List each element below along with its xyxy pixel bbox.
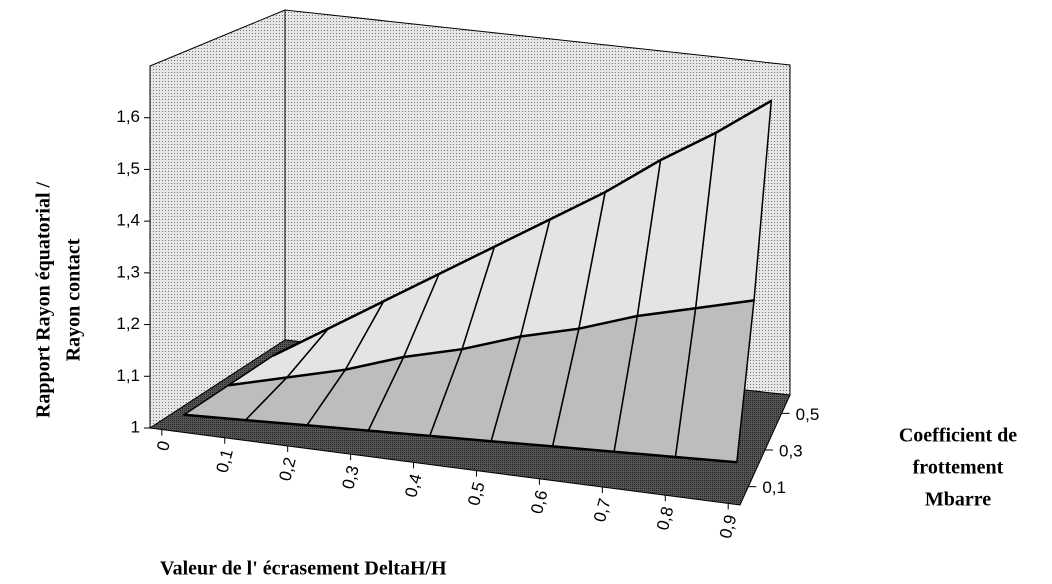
z-tick-label: 1,5	[116, 159, 140, 178]
z-tick-label: 1,2	[116, 314, 140, 333]
depth-tick-label: 0,3	[779, 441, 803, 460]
plot: 1 1,1 1,2 1,3 1,4 1,5 1,6 0,1 0,3 0,5 0 0,1 0,2 0,3 0,…	[33, 9, 1017, 580]
z-axis-title: Rapport Rayon équatorial /	[33, 181, 55, 418]
depth-axis-title: Coefficient de	[899, 425, 1017, 447]
depth-axis-title: frottement	[913, 457, 1004, 479]
series-line	[228, 299, 755, 387]
depth-axis-title: Mbarre	[925, 489, 991, 511]
series-line	[272, 99, 772, 357]
series-line	[183, 413, 737, 464]
x-tick-label: 0,6	[527, 488, 551, 516]
z-tick-label: 1,4	[116, 211, 140, 230]
x-tick-label: 0,9	[716, 513, 740, 541]
z-tick-label: 1,3	[116, 262, 140, 281]
z-tick-label: 1,6	[116, 107, 140, 126]
x-tick-label: 0,7	[590, 496, 614, 524]
z-axis-title: Rayon contact	[63, 238, 85, 361]
x-axis-title: Valeur de l' écrasement DeltaH/H	[160, 558, 447, 580]
depth-tick-label: 0,5	[796, 405, 820, 424]
x-tick-label: 0,5	[464, 480, 488, 508]
x-tick-label: 0,4	[401, 472, 425, 500]
x-tick-label: 0,8	[653, 505, 677, 533]
x-tick-label: 0	[153, 439, 174, 453]
z-tick-label: 1	[131, 417, 140, 436]
x-tick-label: 0,2	[275, 455, 299, 483]
x-tick-label: 0,3	[338, 463, 362, 491]
x-tick-label: 0,1	[212, 447, 236, 475]
z-tick-label: 1,1	[116, 366, 140, 385]
depth-tick-label: 0,1	[762, 478, 786, 497]
